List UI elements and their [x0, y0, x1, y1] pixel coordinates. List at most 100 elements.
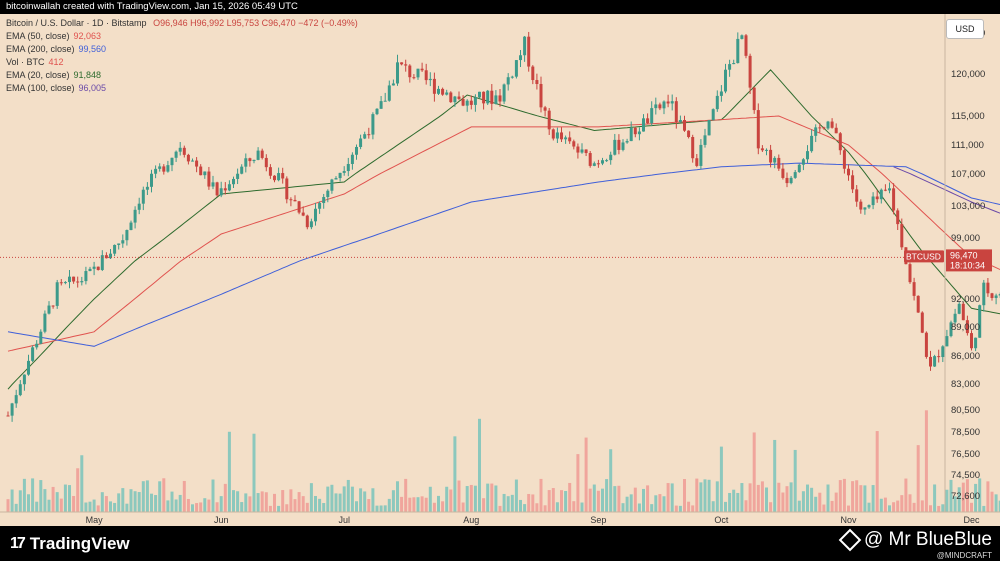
volume-bar — [990, 491, 994, 512]
price-chart[interactable]: 125,000120,000115,000111,000107,000103,0… — [0, 14, 1000, 526]
candle-body — [441, 88, 445, 95]
volume-bar — [473, 485, 477, 512]
candle-body — [711, 109, 715, 121]
y-tick-label: 107,000 — [951, 169, 985, 180]
volume-bar — [22, 478, 26, 512]
candle-body — [162, 166, 166, 172]
volume-bar — [318, 498, 322, 512]
legend-volume[interactable]: Vol · BTC 412 — [6, 56, 358, 69]
currency-label: USD — [955, 24, 975, 34]
volume-bar — [555, 502, 559, 512]
volume-bar — [457, 480, 461, 512]
legend-ema50[interactable]: EMA (50, close) 92,063 — [6, 30, 358, 43]
candle-body — [478, 91, 481, 98]
volume-bar — [223, 483, 227, 512]
volume-bar — [814, 496, 818, 512]
legend-ema100[interactable]: EMA (100, close) 96,005 — [6, 82, 358, 95]
ema20-line — [7, 69, 1000, 390]
candle-body — [240, 166, 244, 174]
candle-body — [834, 127, 838, 134]
volume-bar — [724, 501, 727, 512]
volume-bar — [617, 485, 621, 512]
candle-body — [724, 69, 727, 92]
volume-bar — [957, 487, 961, 512]
candle-body — [51, 305, 55, 307]
candle-body — [117, 243, 121, 245]
volume-bar — [576, 454, 580, 512]
candle-body — [945, 336, 949, 347]
candle-body — [601, 160, 604, 164]
legend-ema20[interactable]: EMA (20, close) 91,848 — [6, 69, 358, 82]
candle-body — [256, 150, 260, 160]
y-tick-label: 78,500 — [951, 427, 980, 438]
volume-bar — [281, 490, 285, 512]
volume-bar — [355, 501, 358, 512]
candle-body — [994, 295, 998, 298]
volume-bar — [51, 486, 55, 512]
volume-bar — [543, 505, 547, 512]
candle-body — [248, 158, 252, 162]
candle-body — [490, 90, 494, 104]
volume-bar — [109, 501, 112, 512]
candle-body — [92, 266, 96, 269]
candle-body — [268, 167, 272, 176]
candle-body — [842, 150, 846, 169]
candle-body — [461, 98, 465, 106]
volume-bar — [219, 496, 223, 512]
candle-body — [293, 199, 297, 202]
candle-body — [974, 337, 978, 349]
volume-bar — [162, 478, 166, 512]
volume-bar — [486, 483, 490, 512]
candle-body — [420, 68, 424, 71]
candle-body — [191, 160, 194, 162]
y-tick-label: 115,000 — [951, 111, 985, 122]
volume-bar — [806, 484, 809, 512]
volume-bar — [965, 479, 969, 512]
x-tick-label: Nov — [840, 515, 857, 525]
candle-body — [703, 135, 707, 145]
legend-ema200[interactable]: EMA (200, close) 99,560 — [6, 43, 358, 56]
candle-body — [100, 255, 104, 270]
candle-body — [252, 159, 256, 162]
volume-bar — [625, 496, 629, 512]
volume-bar — [863, 485, 867, 512]
volume-bar — [994, 494, 998, 512]
volume-bar — [375, 505, 379, 512]
volume-bar — [334, 493, 338, 512]
volume-bar — [920, 500, 924, 512]
candle-body — [732, 63, 736, 65]
candle-body — [355, 146, 358, 155]
ohlc-values: O96,946 H96,992 L95,753 C96,470 −472 (−0… — [153, 18, 358, 28]
candle-body — [707, 120, 711, 136]
volume-bar — [551, 488, 555, 512]
volume-bar — [888, 505, 891, 512]
candle-body — [260, 150, 264, 158]
volume-bar — [170, 491, 174, 512]
tradingview-logo[interactable]: 17 TradingView — [10, 534, 130, 554]
candle-body — [752, 87, 756, 111]
volume-bar — [810, 487, 814, 512]
tradingview-logo-text: TradingView — [29, 534, 130, 553]
candle-body — [277, 173, 281, 181]
candle-body — [588, 153, 592, 166]
candle-body — [760, 148, 764, 151]
candle-body — [609, 154, 613, 161]
volume-bar — [961, 482, 965, 512]
candle-body — [990, 293, 994, 298]
volume-bar — [117, 493, 121, 512]
volume-bar — [350, 486, 354, 512]
volume-bar — [900, 495, 904, 512]
candle-body — [900, 224, 904, 248]
volume-bar — [564, 490, 568, 512]
candle-body — [104, 255, 108, 259]
candle-body — [687, 130, 691, 138]
volume-bar — [703, 479, 707, 512]
currency-selector[interactable]: USD — [946, 19, 984, 39]
volume-bar — [191, 504, 194, 512]
candle-body — [560, 132, 563, 140]
volume-bar — [629, 494, 633, 512]
chart-area[interactable]: 125,000120,000115,000111,000107,000103,0… — [0, 14, 1000, 526]
candle-body — [580, 149, 584, 153]
candle-body — [437, 88, 440, 94]
